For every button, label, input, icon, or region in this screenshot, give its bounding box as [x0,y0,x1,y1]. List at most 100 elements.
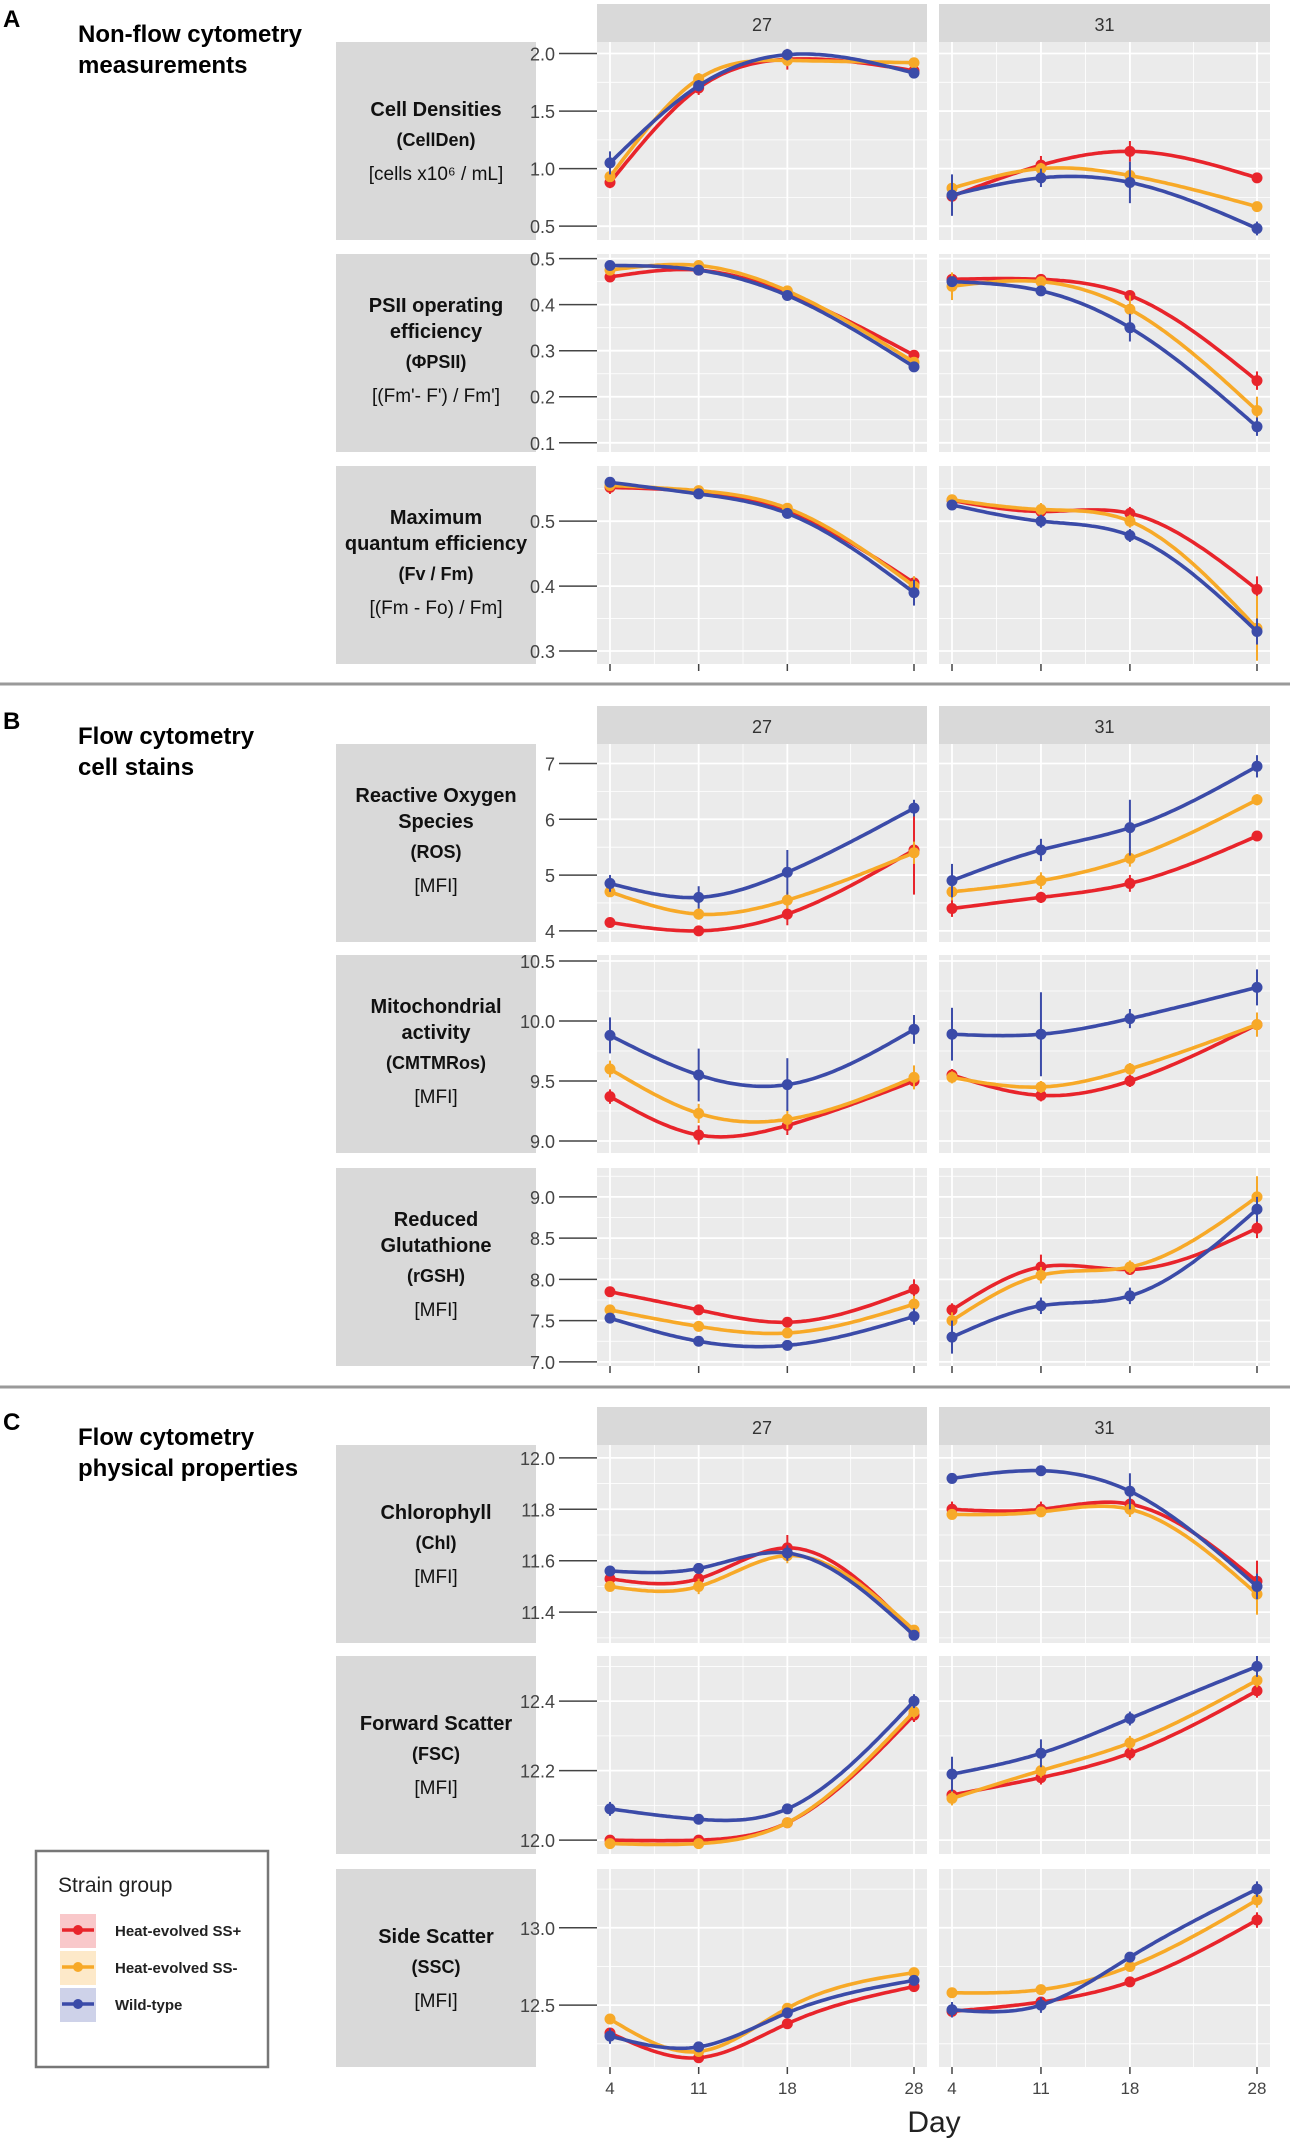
data-point [1251,1222,1263,1234]
y-tick-label: 5 [545,866,555,886]
section-letter: A [3,6,20,33]
data-point [908,847,920,859]
row-title: activity [402,1022,472,1044]
y-tick-label: 0.5 [530,250,555,270]
series-group [604,799,920,937]
data-point [1124,529,1136,541]
y-tick-label: 0.3 [530,642,555,662]
series-line [951,279,1259,429]
y-tick-label: 0.3 [530,342,555,362]
data-point [908,1283,920,1295]
row-title: efficiency [390,321,483,343]
data-point [1124,303,1136,315]
data-point [1124,1713,1136,1725]
data-point [1251,405,1263,417]
y-tick-label: 11.8 [521,1500,555,1520]
data-point [604,1565,616,1577]
row-abbreviation: (rGSH) [407,1266,465,1286]
x-tick-label: 4 [605,2079,614,2098]
y-tick-label: 9.0 [530,1188,555,1208]
row-unit: [MFI] [414,1778,457,1799]
series-group [946,755,1263,917]
row-title: Side Scatter [378,1926,494,1948]
y-tick-label: 0.4 [530,296,555,316]
row-abbreviation: (SSC) [412,1957,461,1977]
series-group [946,494,1263,661]
data-point [604,260,616,272]
y-tick-label: 4 [545,922,555,942]
row-title: Species [398,811,474,833]
data-point [693,908,705,920]
panel-background [939,42,1270,240]
legend-key-point [73,1999,83,2009]
panel-background [939,1445,1270,1643]
data-point [1035,891,1047,903]
y-tick-label: 12.4 [520,1692,555,1712]
data-point [1251,222,1263,234]
row-abbreviation: (CellDen) [396,130,475,150]
data-point [781,1339,793,1351]
data-point [1124,1290,1136,1302]
series-line [609,806,915,900]
series-line [951,834,1258,911]
data-point [908,1706,920,1718]
data-point [1251,421,1263,433]
data-point [946,1028,958,1040]
series-line [610,263,915,369]
row-label-box [336,1445,536,1643]
series-line [951,1689,1258,1797]
series-line [609,1553,916,1632]
data-point [1251,201,1263,213]
data-point [1251,1674,1263,1686]
data-point [781,1547,793,1559]
data-point [781,894,793,906]
data-point [1124,822,1136,834]
row-title: Maximum [390,507,482,529]
data-point [908,587,920,599]
y-tick-label: 12.0 [520,1449,555,1469]
data-point [1035,172,1047,184]
data-point [604,916,616,928]
data-point [1251,375,1263,387]
data-point [781,1079,793,1091]
data-point [693,1838,705,1850]
panel-background [597,744,927,942]
data-point [781,1817,793,1829]
y-tick-label: 1.5 [530,102,555,122]
data-point [1124,1951,1136,1963]
data-point [1251,760,1263,772]
y-tick-label: 12.5 [520,1996,555,2016]
data-point [1124,145,1136,157]
series-line [951,1887,1258,2014]
y-tick-label: 10.5 [520,952,555,972]
data-point [1124,1485,1136,1497]
series-line [951,1678,1258,1801]
data-point [1035,1506,1047,1518]
data-point [1124,1075,1136,1087]
data-point [781,908,793,920]
data-point [1124,852,1136,864]
facet-strip-label: 31 [1094,717,1114,737]
data-point [1251,583,1263,595]
data-point [908,1974,920,1986]
data-point [1035,276,1047,288]
series-line [951,985,1258,1038]
row-abbreviation: (CMTMRos) [386,1053,486,1073]
row-title: Chlorophyll [380,1502,491,1524]
data-point [1035,1269,1047,1281]
legend-box [34,1849,270,2069]
data-point [693,1562,705,1574]
data-point [908,1023,920,1035]
data-point [693,80,705,92]
data-point [908,802,920,814]
data-point [604,1838,616,1850]
series-line [951,1022,1258,1089]
data-point [1035,1999,1047,2011]
data-point [781,2007,793,2019]
series-line [609,1027,915,1089]
y-tick-label: 8.5 [530,1229,555,1249]
data-point [1035,1765,1047,1777]
series-line [951,498,1259,630]
data-point [1035,1300,1047,1312]
series-line [609,1978,915,2051]
